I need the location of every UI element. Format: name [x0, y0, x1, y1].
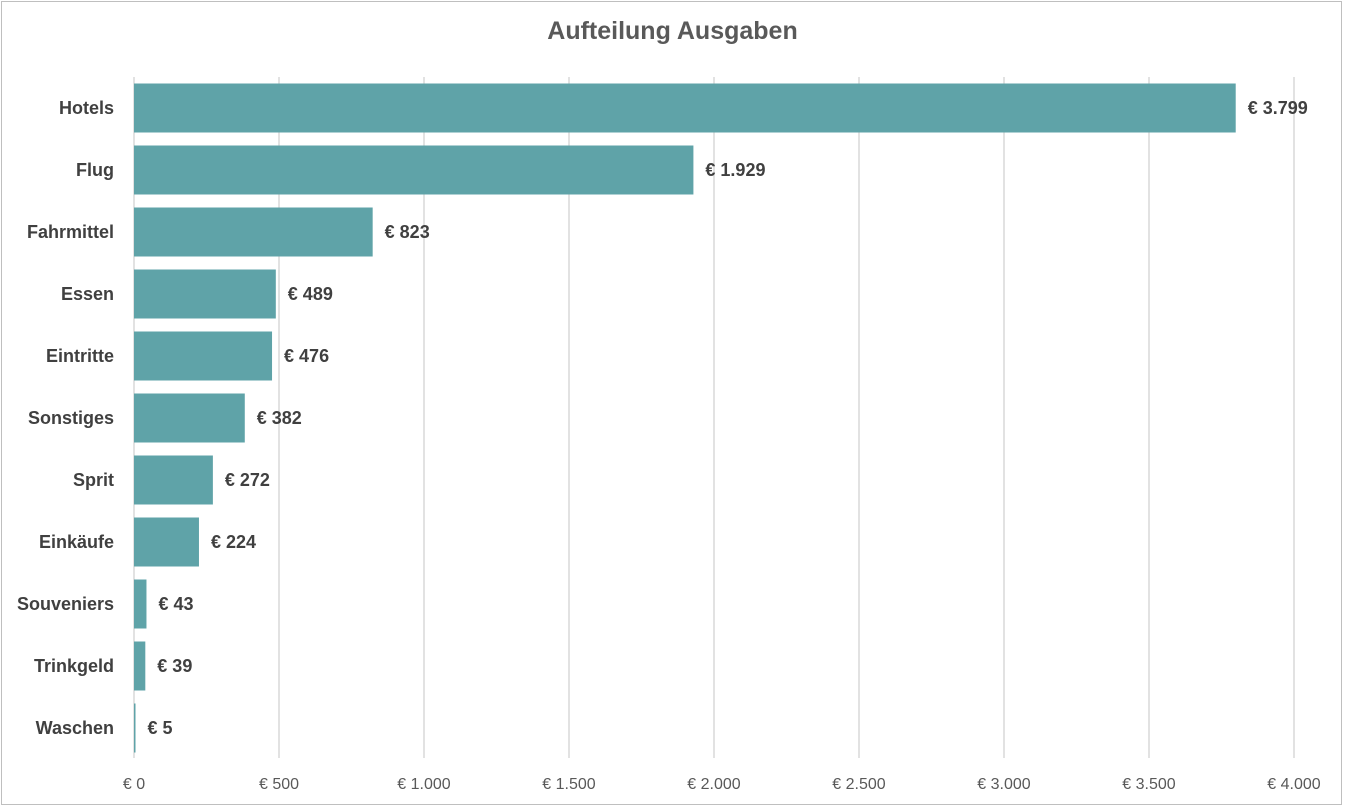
bar [134, 703, 136, 753]
bar [134, 207, 373, 257]
category-label: Eintritte [46, 346, 114, 366]
data-label: € 3.799 [1248, 98, 1308, 118]
x-tick-label: € 3.500 [1122, 776, 1175, 793]
value-labels: € 3.799 € 1.929 € 823 € 489 € 476 € 382 € 272 €… [148, 98, 1308, 738]
category-label: Fahrmittel [27, 222, 114, 242]
category-label: Trinkgeld [34, 656, 114, 676]
data-label: € 43 [158, 594, 193, 614]
data-label: € 5 [148, 718, 173, 738]
data-label: € 489 [288, 284, 333, 304]
category-label: Waschen [36, 718, 114, 738]
category-label: Einkäufe [39, 532, 114, 552]
x-tick-label: € 0 [123, 776, 145, 793]
data-label: € 39 [157, 656, 192, 676]
bar [134, 269, 276, 319]
x-tick-label: € 1.500 [542, 776, 595, 793]
category-label: Flug [76, 160, 114, 180]
bar [134, 455, 213, 505]
bar [134, 83, 1236, 133]
category-labels: Hotels Flug Fahrmittel Essen Eintritte Sonsti… [17, 98, 114, 738]
chart-title: Aufteilung Ausgaben [547, 17, 798, 45]
bar [134, 393, 245, 443]
bar [134, 331, 273, 381]
data-label: € 476 [284, 346, 329, 366]
data-label: € 823 [385, 222, 430, 242]
x-tick-labels: € 0 € 500 € 1.000 € 1.500 € 2.000 € 2.500 € 3.… [123, 776, 1321, 793]
bar [134, 641, 146, 691]
bars [134, 83, 1236, 753]
data-label: € 272 [225, 470, 270, 490]
category-label: Sprit [73, 470, 114, 490]
data-label: € 224 [211, 532, 256, 552]
bar [134, 145, 694, 195]
x-tick-label: € 4.000 [1267, 776, 1320, 793]
data-label: € 382 [257, 408, 302, 428]
x-tick-label: € 3.000 [977, 776, 1030, 793]
x-tick-label: € 2.500 [832, 776, 885, 793]
category-label: Souveniers [17, 594, 114, 614]
category-label: Hotels [59, 98, 114, 118]
x-tick-label: € 2.000 [687, 776, 740, 793]
category-label: Essen [61, 284, 114, 304]
data-label: € 1.929 [705, 160, 765, 180]
bar [134, 517, 199, 567]
bar [134, 579, 147, 629]
x-tick-label: € 500 [259, 776, 299, 793]
category-label: Sonstiges [28, 408, 114, 428]
x-tick-label: € 1.000 [397, 776, 450, 793]
